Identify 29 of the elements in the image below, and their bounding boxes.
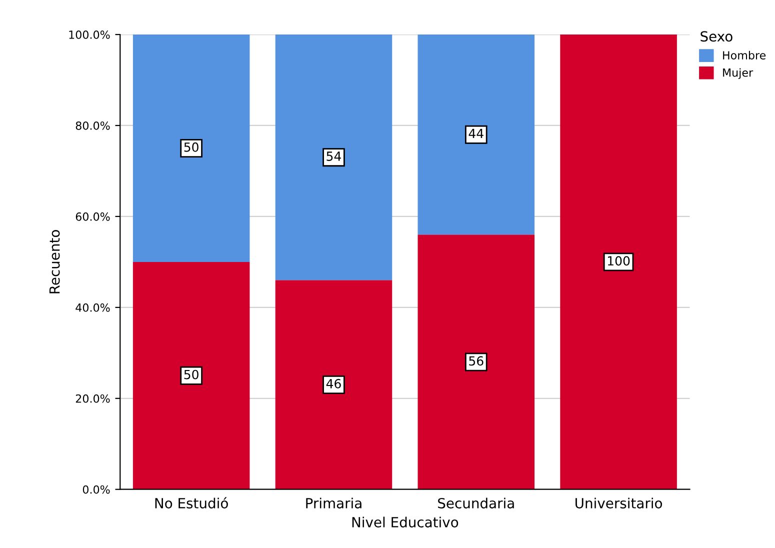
bar: [132, 34, 250, 262]
legend-label: Hombre: [723, 50, 766, 60]
data-label: 44: [468, 128, 484, 138]
data-label: 50: [184, 370, 198, 380]
x-tick-label: Secundaria: [438, 498, 514, 508]
y-tick-label: 60.0%: [76, 212, 110, 221]
bar: [418, 34, 535, 235]
data-label: 50: [184, 142, 198, 152]
y-tick-label: 100.0%: [69, 30, 110, 39]
y-axis-title: Recuento: [49, 230, 60, 294]
bar: [418, 234, 535, 490]
data-label: 46: [326, 378, 341, 388]
bar: [275, 280, 392, 490]
bar: [560, 34, 677, 490]
y-tick-label: 40.0%: [76, 303, 110, 312]
y-tick-label: 0.0%: [82, 485, 110, 494]
bar: [132, 262, 250, 490]
x-tick-label: Universitario: [576, 498, 662, 508]
y-tick-label: 80.0%: [76, 121, 110, 130]
data-label: 100: [608, 256, 630, 266]
legend-label: Mujer: [723, 68, 754, 79]
x-axis-title: Nivel Educativo: [352, 516, 458, 528]
x-tick-label: Primaria: [306, 498, 362, 508]
x-tick-label: No Estudió: [155, 497, 228, 508]
data-label: 54: [326, 152, 341, 161]
y-tick-label: 20.0%: [76, 394, 110, 403]
legend-title: Sexo: [700, 31, 732, 42]
bar: [275, 34, 392, 280]
data-label: 56: [469, 356, 484, 366]
